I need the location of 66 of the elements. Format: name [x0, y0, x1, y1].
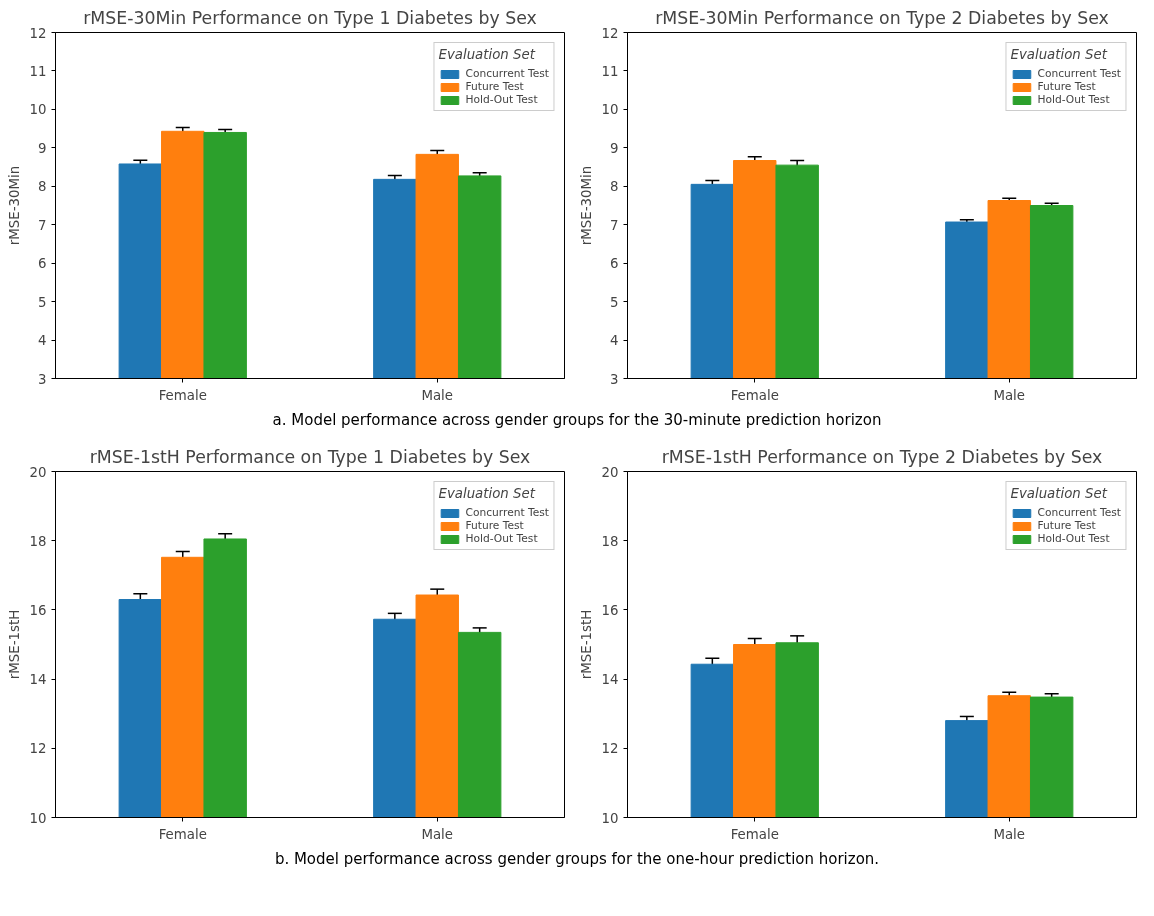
x-tick-label: Male	[993, 387, 1026, 403]
legend-label: Future Test	[465, 519, 524, 532]
y-tick-label: 6	[610, 256, 619, 272]
y-tick-label: 14	[29, 672, 47, 688]
legend-label: Concurrent Test	[1037, 67, 1121, 80]
y-tick-label: 7	[38, 217, 47, 233]
y-tick-label: 10	[29, 810, 47, 826]
chart-title: rMSE-1stH Performance on Type 1 Diabetes by Sex	[89, 446, 531, 467]
chart-title: rMSE-1stH Performance on Type 2 Diabetes by Sex	[661, 446, 1103, 467]
x-tick-label: Male	[993, 826, 1026, 842]
legend-label: Concurrent Test	[1037, 506, 1121, 519]
legend-title: Evaluation Set	[438, 486, 537, 501]
y-axis-title: rMSE-30Min	[578, 165, 594, 246]
x-tick-label: Male	[421, 387, 454, 403]
chart-title: rMSE-30Min Performance on Type 1 Diabetes by Sex	[83, 7, 537, 28]
x-tick-label: Female	[730, 387, 779, 403]
y-tick-label: 4	[38, 333, 47, 349]
legend-label: Concurrent Test	[465, 67, 549, 80]
legend-label: Concurrent Test	[465, 506, 549, 519]
legend-label: Hold-Out Test	[465, 93, 538, 106]
legend-label: Future Test	[1037, 80, 1096, 93]
y-tick-label: 6	[38, 256, 47, 272]
legend-label: Future Test	[1037, 519, 1096, 532]
y-tick-label: 20	[29, 464, 47, 480]
y-tick-label: 18	[29, 533, 47, 549]
y-tick-label: 9	[610, 140, 619, 156]
x-tick-label: Male	[421, 826, 454, 842]
legend-label: Future Test	[465, 80, 524, 93]
legend-label: Hold-Out Test	[1037, 93, 1110, 106]
x-tick-label: Female	[730, 826, 779, 842]
y-axis-title: rMSE-30Min	[6, 165, 22, 246]
y-axis-title: rMSE-1stH	[6, 609, 22, 680]
legend-label: Hold-Out Test	[1037, 532, 1110, 545]
legend-title: Evaluation Set	[1010, 486, 1109, 501]
y-tick-label: 12	[29, 741, 47, 757]
text: a. Model performance across gender groups for the 30-minute prediction horizon	[272, 410, 882, 431]
legend-title: Evaluation Set	[1010, 47, 1109, 62]
y-tick-label: 8	[38, 179, 47, 195]
chart-title: rMSE-30Min Performance on Type 2 Diabetes by Sex	[655, 7, 1109, 28]
y-tick-label: 7	[610, 217, 619, 233]
x-tick-label: Female	[158, 387, 207, 403]
y-tick-label: 20	[601, 464, 619, 480]
x-tick-label: Female	[158, 826, 207, 842]
y-tick-label: 8	[610, 179, 619, 195]
y-tick-label: 9	[38, 140, 47, 156]
y-tick-label: 5	[610, 294, 619, 310]
legend-label: Hold-Out Test	[465, 532, 538, 545]
y-tick-label: 3	[610, 371, 619, 387]
y-tick-label: 11	[601, 63, 619, 79]
y-tick-label: 12	[601, 741, 619, 757]
y-axis-title: rMSE-1stH	[578, 609, 594, 680]
legend-title: Evaluation Set	[438, 47, 537, 62]
text: b. Model performance across gender groups for the one-hour prediction horizon.	[274, 849, 880, 870]
y-tick-label: 3	[38, 371, 47, 387]
y-tick-label: 14	[601, 672, 619, 688]
y-tick-label: 11	[29, 63, 47, 79]
y-tick-label: 18	[601, 533, 619, 549]
y-tick-label: 16	[601, 602, 619, 618]
y-tick-label: 12	[29, 25, 47, 41]
y-tick-label: 5	[38, 294, 47, 310]
y-tick-label: 10	[601, 810, 619, 826]
y-tick-label: 10	[601, 102, 619, 118]
y-tick-label: 16	[29, 602, 47, 618]
y-tick-label: 10	[29, 102, 47, 118]
y-tick-label: 4	[610, 333, 619, 349]
y-tick-label: 12	[601, 25, 619, 41]
